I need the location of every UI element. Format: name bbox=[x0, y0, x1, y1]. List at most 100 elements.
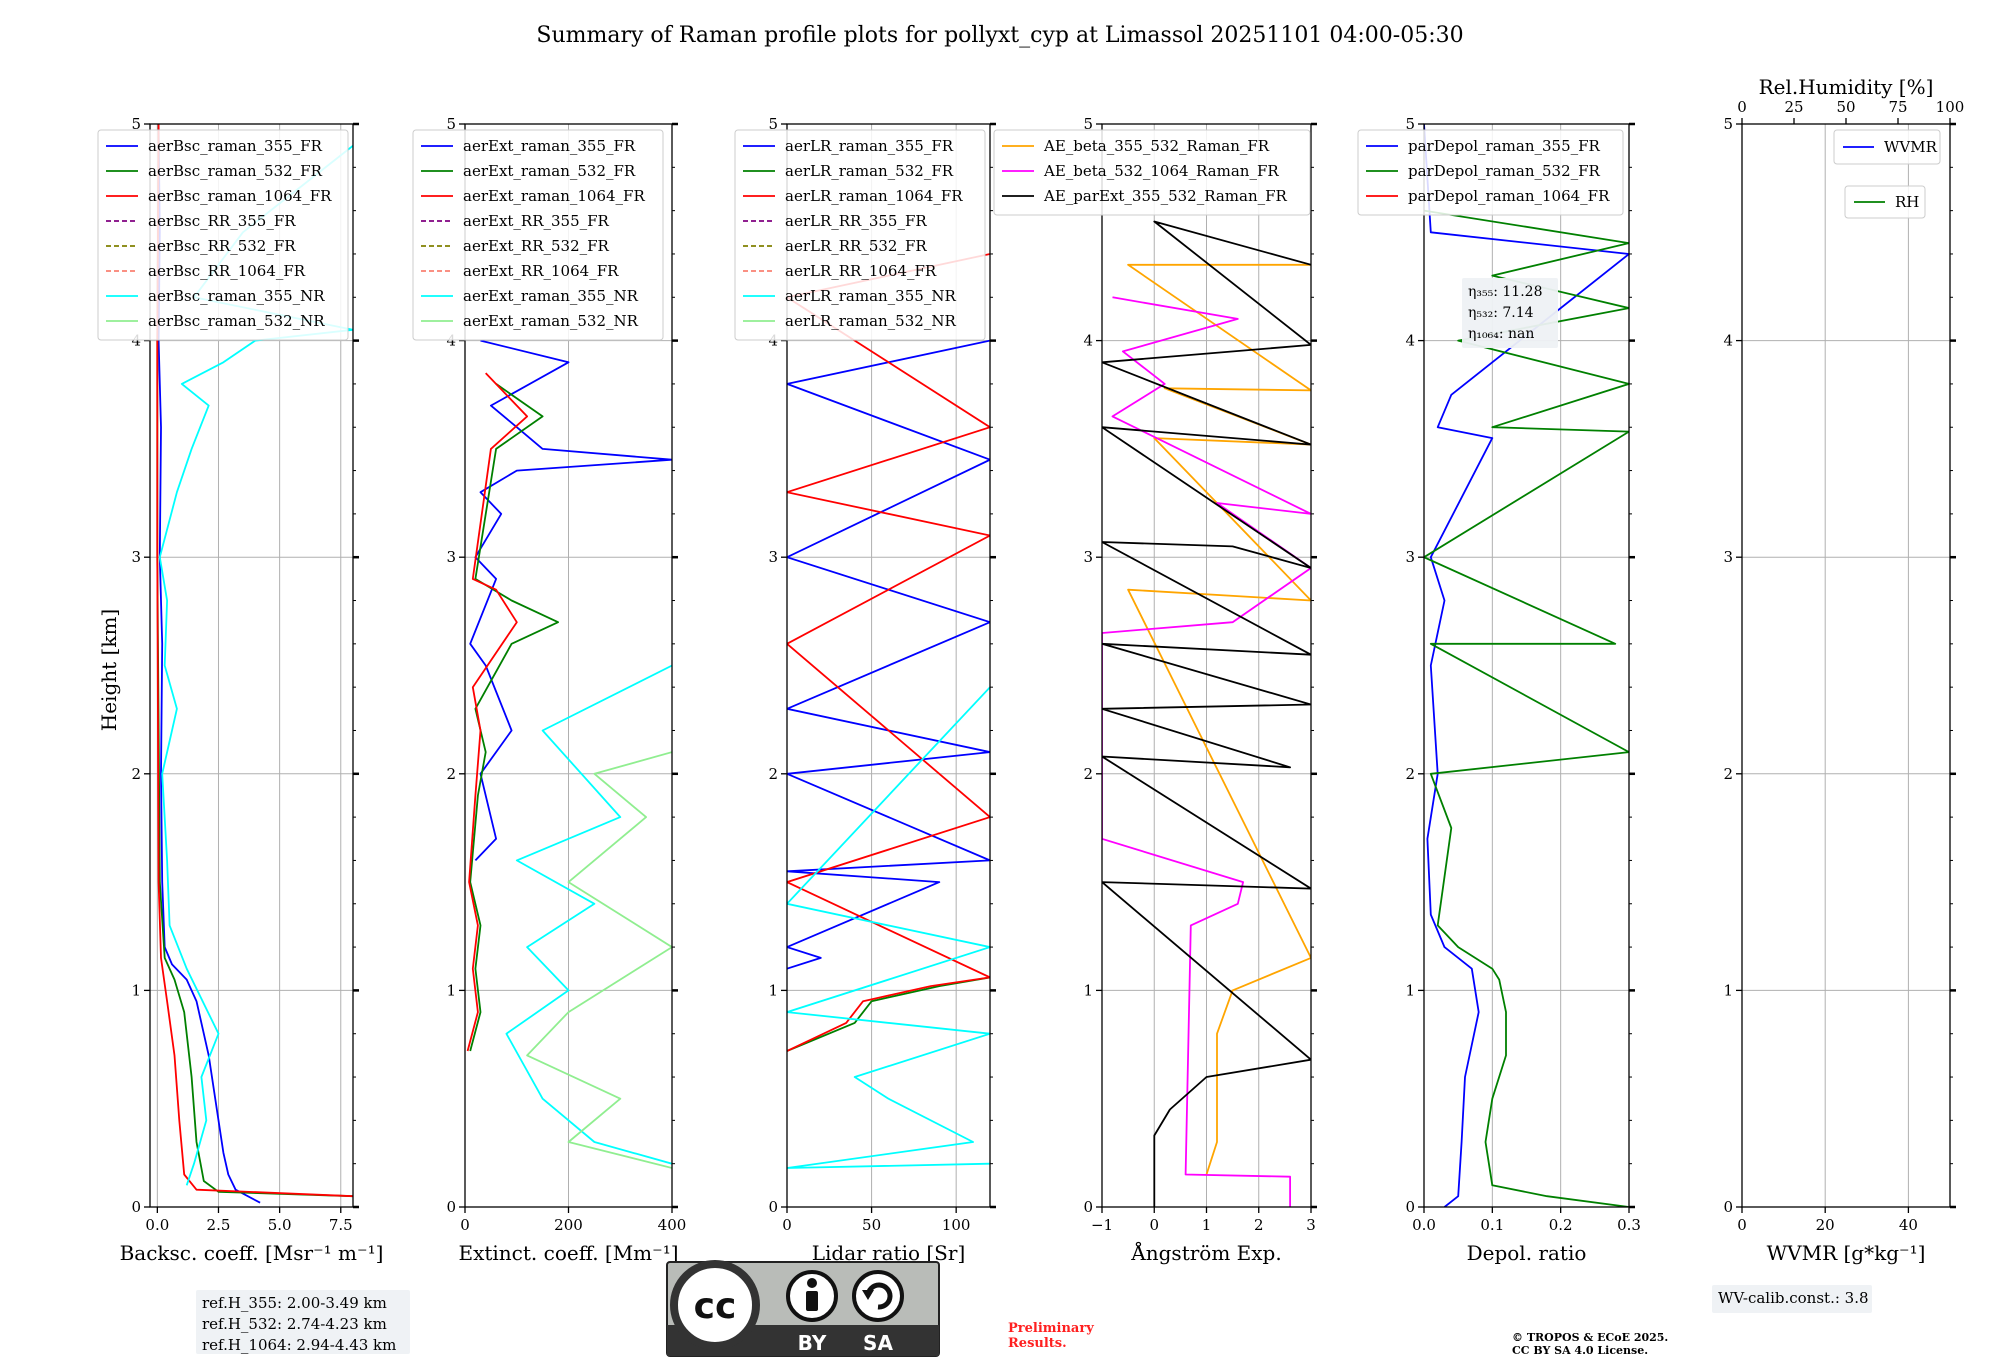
axes-frame-depol bbox=[1423, 123, 1630, 1208]
legend-label-aerExt_RR_355_FR: aerExt_RR_355_FR bbox=[463, 212, 610, 230]
series-line-aerBsc_raman_355_FR bbox=[157, 124, 261, 1204]
ytick-label-depol-4: 4 bbox=[1405, 332, 1415, 350]
ytick-label-lidar_ratio-5: 5 bbox=[768, 115, 778, 133]
legend-label-AE_parExt_355_532_Raman_FR: AE_parExt_355_532_Raman_FR bbox=[1043, 187, 1288, 205]
legend-label-aerLR_RR_1064_FR: aerLR_RR_1064_FR bbox=[785, 262, 937, 280]
legend-label-parDepol_raman_532_FR: parDepol_raman_532_FR bbox=[1408, 162, 1601, 180]
ytick-label-depol-3: 3 bbox=[1405, 548, 1415, 566]
xtick-label-angstrom-3: 2 bbox=[1254, 1216, 1264, 1234]
legend-label-aerExt_RR_532_FR: aerExt_RR_532_FR bbox=[463, 237, 610, 255]
xtick-label-depol-2: 0.2 bbox=[1549, 1216, 1573, 1234]
series-line-AE_parExt_355_532_Raman_FR bbox=[1102, 220, 1311, 1207]
series-line-aerExt_raman_1064_FR bbox=[466, 372, 528, 1052]
copyright-line1: © TROPOS & ECoE 2025. bbox=[1512, 1331, 1668, 1344]
ytick-label-angstrom-0: 0 bbox=[1083, 1198, 1093, 1216]
xtick-label-wvmr-1: 20 bbox=[1816, 1216, 1835, 1234]
top-xtick-label-wvmr-3: 75 bbox=[1888, 98, 1907, 116]
legend-depol[interactable]: parDepol_raman_355_FR parDepol_raman_532_… bbox=[1357, 129, 1624, 216]
series-line-AE_beta_532_1064_Raman_FR bbox=[1102, 296, 1311, 1207]
annotation-text-backscatter-0: ref.H_355: 2.00-3.49 km bbox=[202, 1294, 387, 1312]
ytick-label-depol-5: 5 bbox=[1405, 115, 1415, 133]
annotation-bg-backscatter bbox=[196, 1290, 410, 1354]
ytick-label-wvmr-0: 0 bbox=[1723, 1198, 1733, 1216]
ytick-label-lidar_ratio-2: 2 bbox=[768, 765, 778, 783]
legend-extinction[interactable]: aerExt_raman_355_FR aerExt_raman_532_FRae… bbox=[412, 129, 664, 341]
legend-lidar_ratio[interactable]: aerLR_raman_355_FR aerLR_raman_532_FR aerL… bbox=[734, 129, 986, 341]
legend-box-depol bbox=[1357, 129, 1624, 216]
xtick-label-backscatter-2: 5.0 bbox=[268, 1216, 292, 1234]
series-group-extinction bbox=[466, 339, 672, 1169]
annotation-box-backscatter: ref.H_355: 2.00-3.49 km ref.H_532: 2.74-4… bbox=[196, 1290, 410, 1354]
legend-wvmr[interactable]: WVMR RH bbox=[1833, 129, 1941, 219]
x-axis-label-backscatter: Backsc. coeff. [Msr⁻¹ m⁻¹] bbox=[120, 1241, 384, 1265]
legend-label-aerLR_raman_532_FR: aerLR_raman_532_FR bbox=[785, 162, 954, 180]
license-sa-label: SA bbox=[863, 1331, 893, 1355]
xtick-label-angstrom-0: −1 bbox=[1091, 1216, 1113, 1234]
ytick-label-angstrom-1: 1 bbox=[1083, 981, 1093, 999]
axes-frame-lidar_ratio bbox=[786, 123, 991, 1208]
panel-depol: 0 1 2 3 4 5 0.0 0.1 0.2 0.3 Depol. ratio parDepol_r… bbox=[1357, 115, 1641, 1265]
panel-extinction: 0 1 2 3 4 5 0 200 400 Extinct. coeff. [Mm⁻¹] aerEx… bbox=[412, 115, 686, 1265]
figure-title: Summary of Raman profile plots for polly… bbox=[536, 23, 1463, 48]
top-xtick-label-wvmr-0: 0 bbox=[1737, 98, 1747, 116]
series-line-aerExt_raman_355_FR bbox=[469, 339, 672, 862]
ytick-label-lidar_ratio-0: 0 bbox=[768, 1198, 778, 1216]
legend-label-aerExt_raman_532_NR: aerExt_raman_532_NR bbox=[463, 312, 639, 330]
legend-label-aerLR_raman_355_NR: aerLR_raman_355_NR bbox=[785, 287, 956, 305]
ytick-label-lidar_ratio-4: 4 bbox=[768, 332, 778, 350]
ytick-label-backscatter-3: 3 bbox=[131, 548, 141, 566]
sa-arrow-icon bbox=[865, 1282, 893, 1310]
ytick-label-lidar_ratio-3: 3 bbox=[768, 548, 778, 566]
sa-arrow-head bbox=[862, 1290, 874, 1300]
by-person-head bbox=[807, 1278, 817, 1288]
ytick-label-lidar_ratio-1: 1 bbox=[768, 981, 778, 999]
ytick-label-extinction-5: 5 bbox=[446, 115, 456, 133]
annotation-text-wvmr-0: WV-calib.const.: 3.8 bbox=[1718, 1289, 1869, 1307]
ytick-label-extinction-3: 3 bbox=[446, 548, 456, 566]
preliminary-note-line2: Results. bbox=[1008, 1336, 1067, 1351]
cc-license-badge[interactable]: cc BY SA bbox=[666, 1260, 940, 1357]
series-line-aerExt_raman_532_NR bbox=[526, 751, 672, 1169]
ytick-label-extinction-1: 1 bbox=[446, 981, 456, 999]
y-axis-label: Height [km] bbox=[97, 609, 121, 731]
legend-label-aerBsc_RR_1064_FR: aerBsc_RR_1064_FR bbox=[148, 262, 306, 280]
legend-label-aerBsc_raman_1064_FR: aerBsc_raman_1064_FR bbox=[148, 187, 332, 205]
ytick-label-backscatter-4: 4 bbox=[131, 332, 141, 350]
annotation-bg-wvmr bbox=[1712, 1285, 1872, 1313]
legend-label-aerExt_raman_355_FR: aerExt_raman_355_FR bbox=[463, 137, 636, 155]
series-line-aerLR_raman_1064_FR bbox=[787, 253, 990, 1052]
series-line-aerExt_raman_355_NR bbox=[505, 664, 672, 1165]
xtick-label-angstrom-4: 3 bbox=[1306, 1216, 1316, 1234]
series-line-aerLR_raman_532_FR bbox=[787, 976, 990, 1052]
xtick-label-lidar_ratio-1: 50 bbox=[862, 1216, 881, 1234]
ytick-label-wvmr-5: 5 bbox=[1723, 115, 1733, 133]
legend-label-AE_beta_355_532_Raman_FR: AE_beta_355_532_Raman_FR bbox=[1043, 137, 1270, 155]
legend-box-lidar_ratio bbox=[734, 129, 986, 341]
xtick-label-backscatter-3: 7.5 bbox=[329, 1216, 353, 1234]
annotation-box-wvmr: WV-calib.const.: 3.8 bbox=[1712, 1285, 1872, 1313]
legend-backscatter[interactable]: aerBsc_raman_355_FR aerBsc_raman_532_FRae… bbox=[97, 129, 349, 341]
ytick-label-angstrom-2: 2 bbox=[1083, 765, 1093, 783]
legend-label-aerLR_RR_532_FR: aerLR_RR_532_FR bbox=[785, 237, 927, 255]
ytick-label-extinction-4: 4 bbox=[446, 332, 456, 350]
ytick-label-wvmr-3: 3 bbox=[1723, 548, 1733, 566]
xtick-label-wvmr-2: 40 bbox=[1899, 1216, 1918, 1234]
ytick-label-angstrom-4: 4 bbox=[1083, 332, 1093, 350]
preliminary-note-line1: Preliminary bbox=[1008, 1321, 1094, 1336]
legend-label-aerBsc_raman_532_NR: aerBsc_raman_532_NR bbox=[148, 312, 325, 330]
legend-angstrom[interactable]: AE_beta_355_532_Raman_FR AE_beta_532_1064… bbox=[993, 129, 1311, 216]
top-xtick-label-wvmr-1: 25 bbox=[1784, 98, 1803, 116]
annotation-text-depol-1: η₅₃₂: 7.14 bbox=[1468, 305, 1534, 321]
xtick-label-lidar_ratio-2: 100 bbox=[942, 1216, 971, 1234]
x-axis-label-extinction: Extinct. coeff. [Mm⁻¹] bbox=[458, 1241, 678, 1265]
xtick-label-extinction-0: 0 bbox=[460, 1216, 470, 1234]
license-by-label: BY bbox=[798, 1331, 827, 1355]
legend-box-angstrom bbox=[993, 129, 1311, 216]
series-line-AE_beta_355_532_Raman_FR bbox=[1127, 263, 1311, 1175]
series-line-aerLR_raman_355_FR bbox=[787, 339, 990, 970]
by-person-body bbox=[806, 1291, 818, 1311]
ytick-label-angstrom-3: 3 bbox=[1083, 548, 1093, 566]
xtick-label-depol-1: 0.1 bbox=[1480, 1216, 1504, 1234]
